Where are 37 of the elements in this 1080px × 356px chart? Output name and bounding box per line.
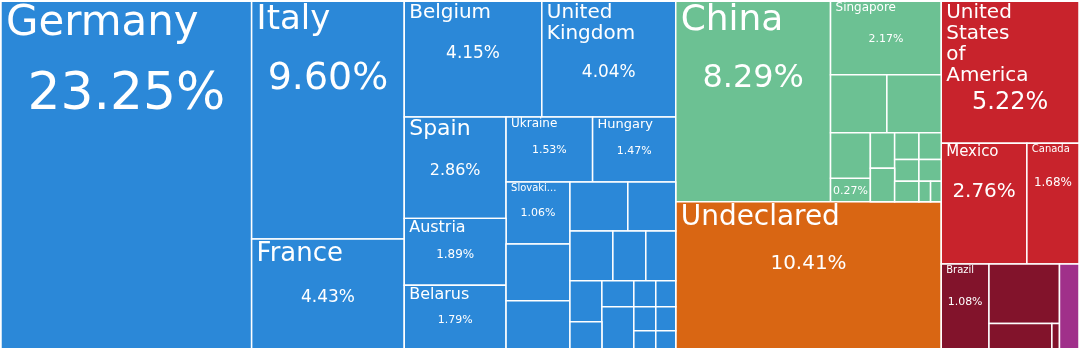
category-label: Canada <box>1031 143 1070 155</box>
category-label: Spain <box>409 115 471 141</box>
category-label: Singapore <box>835 0 896 15</box>
data-label: 4.43% <box>301 285 355 306</box>
data-label: 8.29% <box>702 56 804 95</box>
data-label: 0.27% <box>833 183 868 197</box>
category-label: Mexico <box>946 142 999 161</box>
category-label: Hungary <box>597 116 654 132</box>
category-label: Italy <box>256 0 331 38</box>
data-label: 23.25% <box>27 61 226 122</box>
category-label: Slovaki... <box>511 181 557 193</box>
category-label: China <box>680 0 784 39</box>
data-label: 5.22% <box>972 87 1049 116</box>
category-label: United States of America <box>946 0 1029 87</box>
data-label: 2.86% <box>429 160 481 180</box>
data-label: 1.08% <box>947 294 983 308</box>
data-label: 1.68% <box>1033 174 1072 189</box>
category-label: United Kingdom <box>546 0 636 45</box>
category-label: Belarus <box>409 284 470 304</box>
category-label: Undeclared <box>680 198 840 232</box>
data-label: 1.53% <box>531 143 567 157</box>
category-label: Belgium <box>409 0 492 24</box>
data-label: 1.06% <box>520 205 556 219</box>
data-label: 9.60% <box>267 53 389 98</box>
category-label: Austria <box>409 217 466 237</box>
category-label: Germany <box>5 0 199 46</box>
data-label: 10.41% <box>770 250 847 275</box>
data-label: 4.15% <box>446 41 500 62</box>
data-label: 1.79% <box>437 312 473 326</box>
data-label: 2.76% <box>952 177 1016 202</box>
category-label: France <box>256 236 343 267</box>
category-label: Brazil <box>946 263 975 275</box>
category-label: Ukraine <box>511 116 558 131</box>
data-label: 1.47% <box>616 143 652 157</box>
data-label: 1.89% <box>436 247 475 262</box>
data-label: 2.17% <box>868 31 904 45</box>
data-label: 4.04% <box>581 60 636 81</box>
